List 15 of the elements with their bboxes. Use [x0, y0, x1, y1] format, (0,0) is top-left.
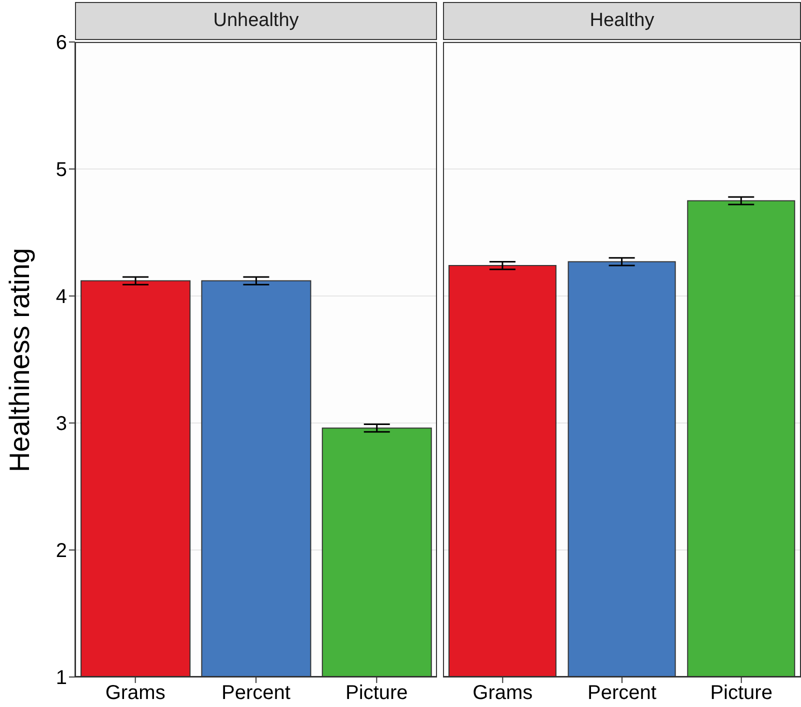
x-tick-label: Grams — [105, 682, 166, 704]
y-tick-label: 5 — [56, 159, 67, 182]
y-tick-label: 4 — [56, 286, 67, 308]
y-tick-label: 6 — [56, 32, 67, 54]
y-tick-label: 3 — [56, 413, 67, 436]
x-tick-label: Grams — [472, 682, 533, 704]
x-tick-label: Picture — [346, 682, 408, 704]
x-tick-label: Percent — [588, 682, 657, 704]
chart-title: Healthy — [443, 2, 801, 40]
y-axis-title: Healthiness rating — [4, 247, 36, 472]
y-tick-label: 2 — [56, 540, 67, 562]
x-tick-label: Percent — [222, 682, 291, 704]
x-tick-label: Picture — [710, 682, 772, 704]
chart-title: Unhealthy — [75, 2, 437, 40]
y-tick-label: 1 — [56, 667, 67, 690]
